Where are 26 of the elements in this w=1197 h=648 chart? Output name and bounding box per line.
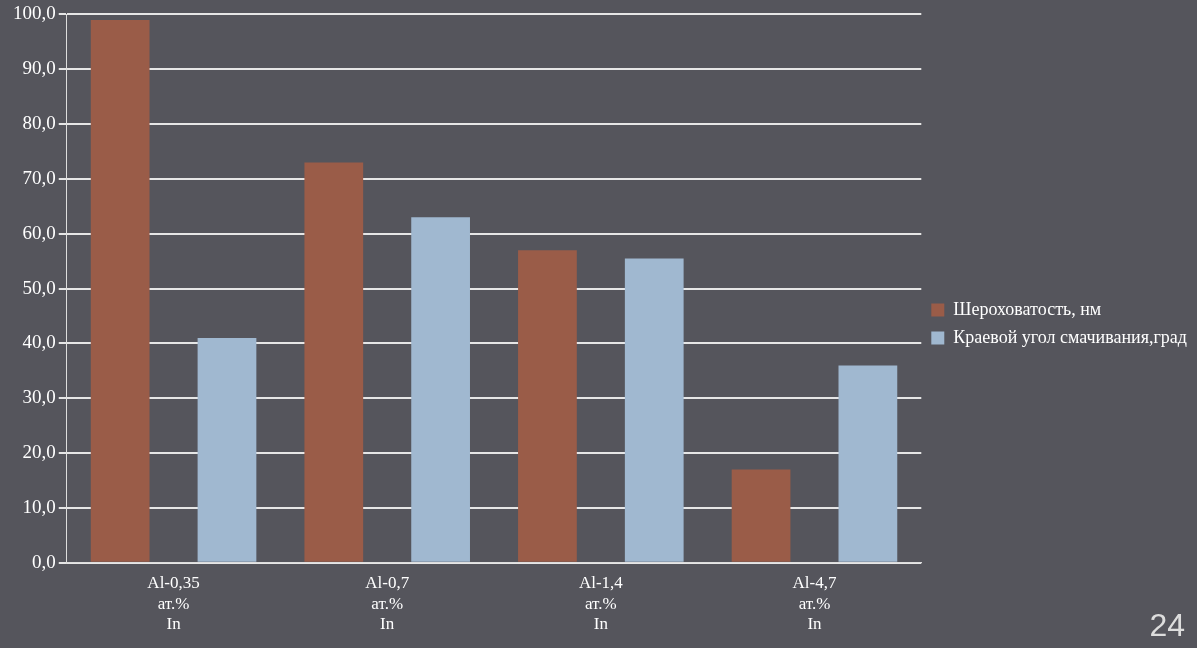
legend-label: Краевой угол смачивания,град: [953, 326, 1188, 347]
y-tick-label: 90,0: [22, 57, 56, 79]
y-tick-label: 30,0: [22, 386, 56, 408]
y-tick-label: 80,0: [22, 112, 56, 134]
x-tick-label: Al-0,35 ат.% In: [147, 573, 200, 634]
y-tick-label: 10,0: [22, 495, 56, 517]
bar: [518, 250, 577, 562]
bar: [90, 19, 150, 562]
bar: [731, 469, 791, 562]
x-tick-label: Al-1,4 ат.% In: [578, 573, 624, 634]
y-tick-label: 0,0: [32, 550, 56, 572]
y-tick-label: 100,0: [13, 2, 56, 24]
y-tick-label: 50,0: [22, 276, 56, 298]
y-tick-label: 60,0: [22, 221, 56, 243]
bar: [304, 162, 364, 562]
text: 24: [1149, 607, 1185, 644]
y-tick-label: 70,0: [22, 166, 56, 188]
bar: [838, 365, 898, 562]
legend-label: Шероховатость, нм: [953, 298, 1102, 319]
x-tick-label: Al-0,7 ат.% In: [365, 573, 410, 634]
bar: [411, 217, 470, 562]
y-tick-label: 20,0: [22, 441, 56, 463]
bar: [197, 337, 257, 562]
bar: [624, 258, 684, 562]
y-tick-label: 40,0: [22, 331, 56, 353]
x-tick-label: Al-4,7 ат.% In: [792, 573, 837, 634]
